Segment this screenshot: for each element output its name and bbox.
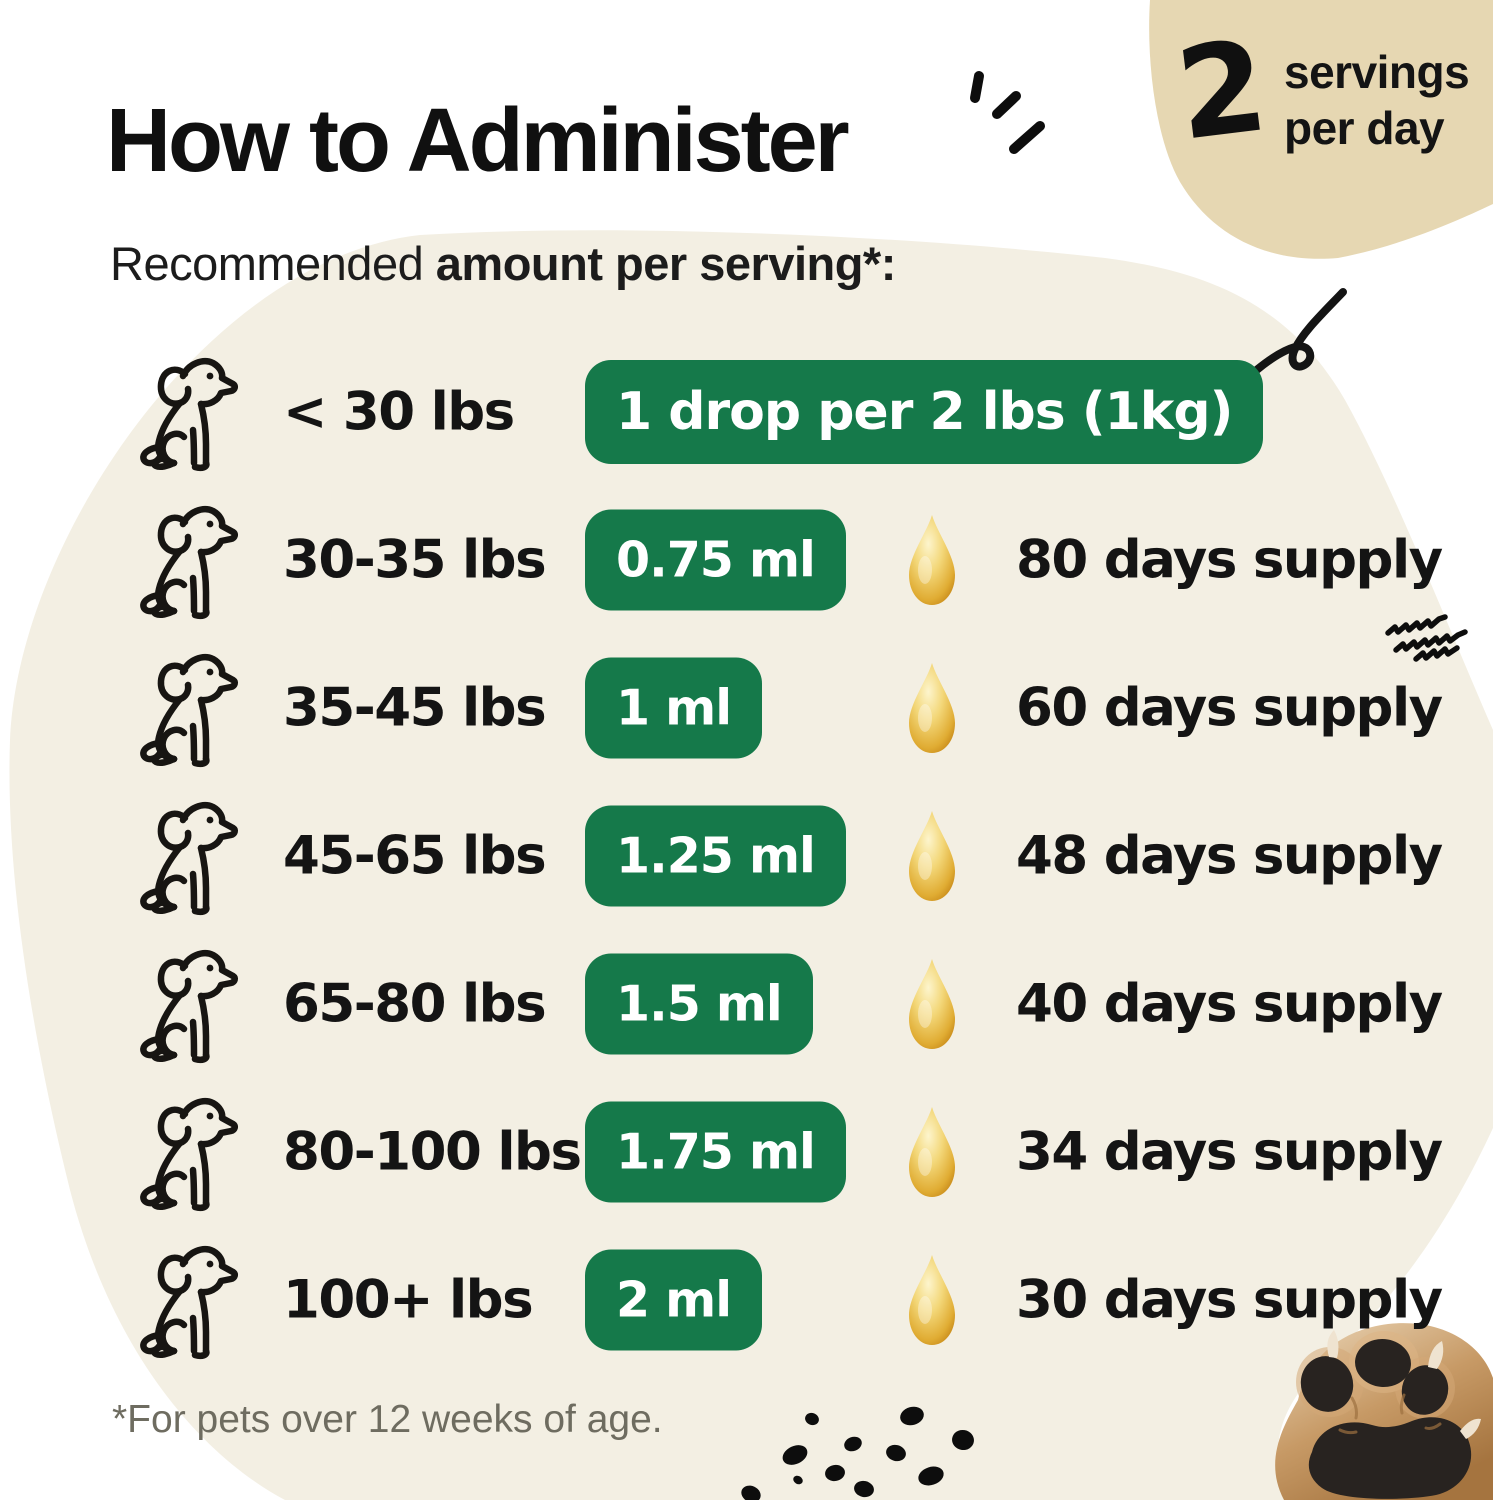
dosage-row: 80-100 lbs 1.75 ml 34 days supply xyxy=(0,1078,1493,1226)
supply-duration: 34 days supply xyxy=(1016,1121,1443,1183)
weight-range: 30-35 lbs xyxy=(283,529,547,591)
dosage-row: 35-45 lbs 1 ml 60 days supply xyxy=(0,634,1493,782)
servings-count: 2 xyxy=(1169,12,1275,169)
weight-range: 35-45 lbs xyxy=(283,677,547,739)
dose-pill: 0.75 ml xyxy=(585,509,846,611)
dose-pill: 1 ml xyxy=(585,657,763,759)
dosage-row: 30-35 lbs 0.75 ml 80 days supply xyxy=(0,486,1493,634)
servings-label-line2: per day xyxy=(1284,102,1445,155)
supply-duration: 48 days supply xyxy=(1016,825,1443,887)
oil-drop-icon xyxy=(901,660,963,756)
subtitle: Recommended amount per serving*: xyxy=(110,238,896,290)
weight-range: 80-100 lbs xyxy=(283,1121,582,1183)
dose-pill: 1.75 ml xyxy=(585,1101,846,1203)
dog-icon xyxy=(131,500,255,620)
supply-duration: 30 days supply xyxy=(1016,1269,1443,1331)
footnote: *For pets over 12 weeks of age. xyxy=(112,1398,663,1441)
squiggle-marks-icon xyxy=(1385,614,1468,662)
page-title: How to Administer xyxy=(106,91,850,191)
oil-drop-icon xyxy=(901,1252,963,1348)
dose-pill: 1.5 ml xyxy=(585,953,813,1055)
subtitle-bold: amount per serving*: xyxy=(435,237,897,290)
subtitle-regular: Recommended xyxy=(110,237,436,290)
weight-range: 65-80 lbs xyxy=(283,973,547,1035)
emphasis-dashes-icon xyxy=(970,71,1045,154)
oil-drop-icon xyxy=(901,808,963,904)
dose-pill: 2 ml xyxy=(585,1249,763,1351)
dosage-row: 45-65 lbs 1.25 ml 48 days supply xyxy=(0,782,1493,930)
dog-paw-photo xyxy=(1275,1323,1493,1500)
oil-drop-icon xyxy=(901,512,963,608)
dog-icon xyxy=(131,352,255,472)
dosage-row: 100+ lbs 2 ml 30 days supply xyxy=(0,1226,1493,1374)
oil-drop-icon xyxy=(901,956,963,1052)
weight-range: 100+ lbs xyxy=(283,1269,534,1331)
dose-pill: 1 drop per 2 lbs (1kg) xyxy=(585,360,1264,464)
dosage-row: < 30 lbs 1 drop per 2 lbs (1kg) xyxy=(0,338,1493,486)
supply-duration: 40 days supply xyxy=(1016,973,1443,1035)
supply-duration: 80 days supply xyxy=(1016,529,1443,591)
dog-icon xyxy=(131,1092,255,1212)
dog-icon xyxy=(131,796,255,916)
dog-icon xyxy=(131,944,255,1064)
supply-duration: 60 days supply xyxy=(1016,677,1443,739)
dose-pill: 1.25 ml xyxy=(585,805,846,907)
servings-label-line1: servings xyxy=(1284,46,1470,98)
dosage-row: 65-80 lbs 1.5 ml 40 days supply xyxy=(0,930,1493,1078)
dog-icon xyxy=(131,648,255,768)
ink-dots-decoration xyxy=(741,1406,974,1500)
servings-label: servings per day xyxy=(1284,44,1470,156)
dog-icon xyxy=(131,1240,255,1360)
weight-range: < 30 lbs xyxy=(283,381,515,443)
tan-blob xyxy=(1149,0,1493,259)
oil-drop-icon xyxy=(901,1104,963,1200)
weight-range: 45-65 lbs xyxy=(283,825,547,887)
